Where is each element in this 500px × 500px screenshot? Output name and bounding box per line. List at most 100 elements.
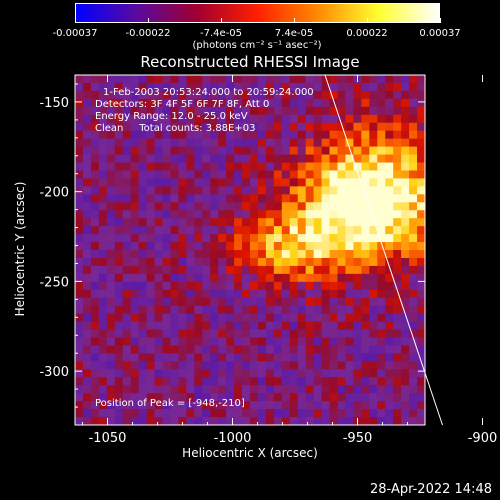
heatmap-cell <box>226 297 235 307</box>
heatmap-cell <box>162 265 171 275</box>
heatmap-cell <box>210 146 219 155</box>
heatmap-cell <box>289 106 299 116</box>
heatmap-cell <box>337 106 346 116</box>
heatmap-cell <box>234 305 243 315</box>
heatmap-cell <box>218 385 227 394</box>
heatmap-cell <box>226 218 235 227</box>
heatmap-cell <box>281 361 291 370</box>
heatmap-cell <box>178 218 187 227</box>
heatmap-cell <box>257 353 267 362</box>
heatmap-cell <box>170 170 179 179</box>
heatmap-cell <box>321 401 330 410</box>
heatmap-cell <box>210 90 219 100</box>
heatmap-cell <box>82 409 92 418</box>
heatmap-cell <box>154 417 163 426</box>
heatmap-cell <box>257 202 267 211</box>
heatmap-cell <box>202 194 211 203</box>
heatmap-cell <box>210 361 219 370</box>
heatmap-cell <box>337 385 346 394</box>
heatmap-cell <box>130 417 140 426</box>
heatmap-cell <box>289 409 299 418</box>
heatmap-cell <box>75 337 84 346</box>
heatmap-cell <box>393 146 402 155</box>
info-detectors: Detectors: 3F 4F 5F 6F 7F 8F, Att 0 <box>95 99 270 110</box>
heatmap-cell <box>218 329 227 338</box>
heatmap-cell <box>393 242 402 251</box>
heatmap-cell <box>337 146 346 155</box>
heatmap-cell <box>138 106 147 116</box>
heatmap-cell <box>289 361 299 370</box>
heatmap-cell <box>210 417 219 426</box>
heatmap-cell <box>138 218 147 227</box>
heatmap-cell <box>75 257 84 267</box>
heatmap-cell <box>178 265 187 275</box>
heatmap-cell <box>417 242 426 251</box>
heatmap-cell <box>401 353 410 362</box>
heatmap-cell <box>273 242 283 251</box>
heatmap-cell <box>98 146 108 155</box>
heatmap-cell <box>90 122 100 132</box>
heatmap-cell <box>146 393 155 402</box>
heatmap-cell <box>265 289 275 299</box>
heatmap-cell <box>401 178 410 187</box>
heatmap-cell <box>265 337 275 346</box>
heatmap-cell <box>146 361 155 370</box>
heatmap-cell <box>329 122 338 132</box>
heatmap-cell <box>82 154 92 163</box>
heatmap-cell <box>170 361 179 370</box>
heatmap-cell <box>297 385 307 394</box>
heatmap-cell <box>393 178 402 187</box>
heatmap-cell <box>194 289 203 299</box>
heatmap-cells <box>75 75 426 426</box>
heatmap-cell <box>202 122 211 132</box>
heatmap-cell <box>194 114 203 124</box>
heatmap-cell <box>377 210 386 219</box>
heatmap-cell <box>122 98 132 108</box>
heatmap-cell <box>417 82 426 92</box>
heatmap-cell <box>250 393 259 402</box>
heatmap-cell <box>250 82 259 92</box>
heatmap-cell <box>218 265 227 275</box>
heatmap-cell <box>90 417 100 426</box>
heatmap-cell <box>154 154 163 163</box>
heatmap-cell <box>361 106 370 116</box>
heatmap-cell <box>337 369 346 378</box>
heatmap-cell <box>234 154 243 163</box>
heatmap-cell <box>170 82 179 92</box>
heatmap-cell <box>417 289 426 299</box>
info-time-range: 1-Feb-2003 20:53:24.000 to 20:59:24.000 <box>103 87 314 98</box>
heatmap-cell <box>273 321 283 330</box>
heatmap-cell <box>130 186 140 195</box>
heatmap-cell <box>226 75 235 84</box>
heatmap-cell <box>90 114 100 124</box>
heatmap-cell <box>361 393 370 402</box>
heatmap-cell <box>257 297 267 307</box>
heatmap-cell <box>75 305 84 315</box>
heatmap-cell <box>170 186 179 195</box>
heatmap-cell <box>226 409 235 418</box>
heatmap-cell <box>162 257 171 267</box>
heatmap-cell <box>250 417 259 426</box>
heatmap-cell <box>257 289 267 299</box>
heatmap-cell <box>345 178 354 187</box>
heatmap-cell <box>377 138 386 147</box>
heatmap-cell <box>393 337 402 346</box>
heatmap-cell <box>273 202 283 211</box>
heatmap-cell <box>289 377 299 386</box>
heatmap-cell <box>226 313 235 322</box>
heatmap-cell <box>90 353 100 362</box>
heatmap-cell <box>250 321 259 330</box>
heatmap-cell <box>297 353 307 362</box>
heatmap-cell <box>154 242 163 251</box>
heatmap-cell <box>353 257 362 267</box>
heatmap-cell <box>82 242 92 251</box>
heatmap-cell <box>194 417 203 426</box>
heatmap-cell <box>273 353 283 362</box>
heatmap-cell <box>377 329 386 338</box>
heatmap-cell <box>329 369 338 378</box>
heatmap-cell <box>257 273 267 283</box>
heatmap-cell <box>218 106 227 116</box>
heatmap-cell <box>186 106 195 116</box>
heatmap-cell <box>114 369 124 378</box>
heatmap-cell <box>369 146 378 155</box>
